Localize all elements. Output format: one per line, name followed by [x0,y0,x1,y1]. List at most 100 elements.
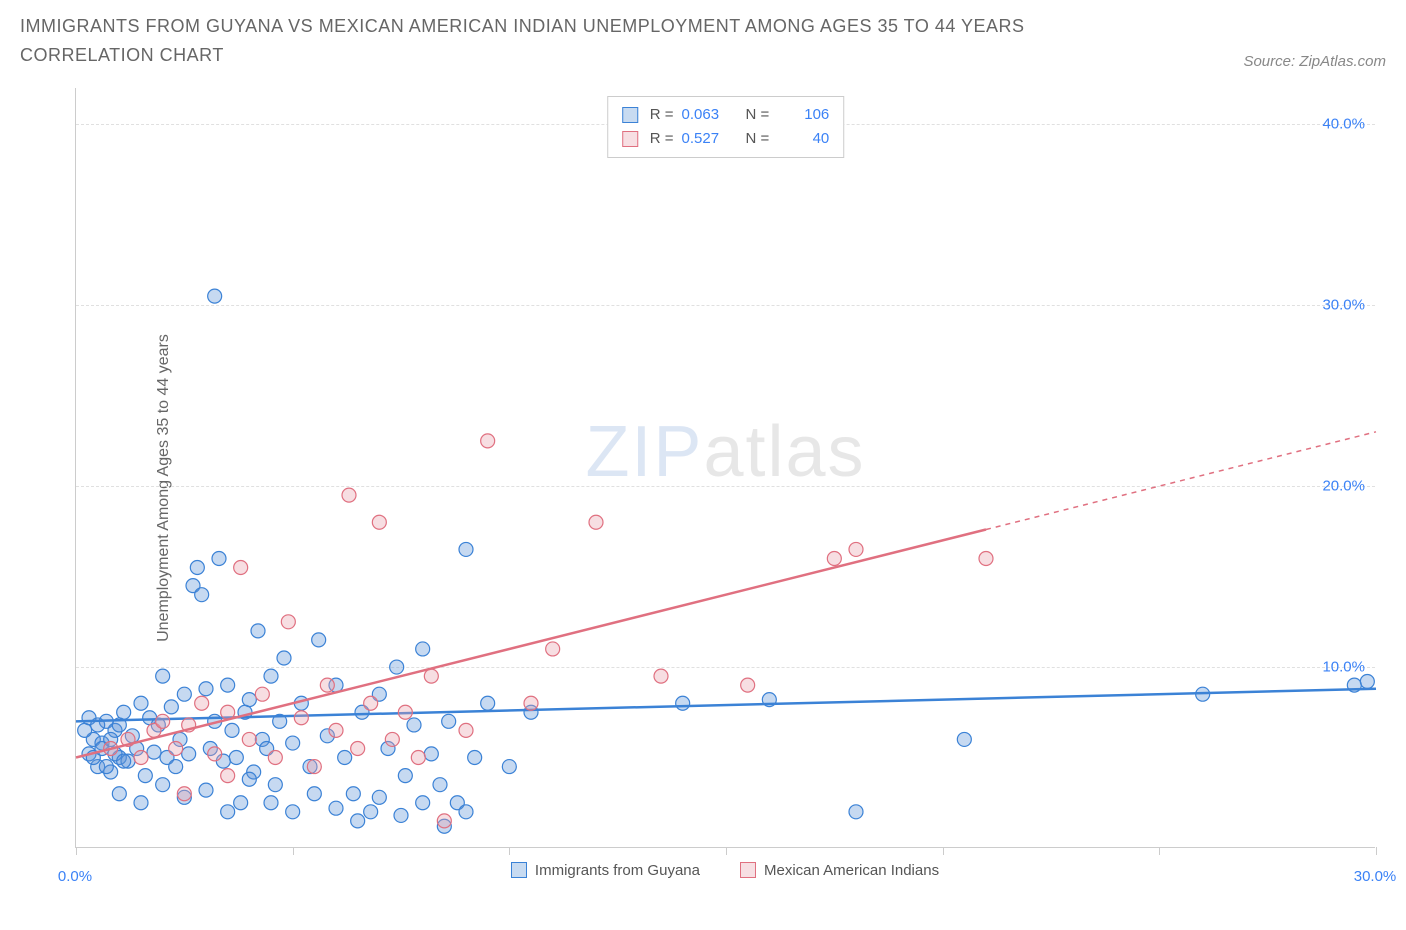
data-point [416,795,430,809]
data-point [468,750,482,764]
plot-area: 10.0%20.0%30.0%40.0% ZIPatlas R =0.063N … [75,88,1375,848]
chart-container: Unemployment Among Ages 35 to 44 years 1… [20,78,1390,898]
data-point [433,777,447,791]
data-point [312,632,326,646]
data-point [459,723,473,737]
stat-n-value: 40 [777,127,829,151]
data-point [199,783,213,797]
data-point [411,750,425,764]
data-point [99,759,113,773]
data-point [346,786,360,800]
data-point [208,746,222,760]
data-point [199,681,213,695]
data-point [134,795,148,809]
x-tick [1159,847,1160,855]
data-point [307,786,321,800]
data-point [112,786,126,800]
data-point [329,723,343,737]
data-point [117,754,131,768]
data-point [338,750,352,764]
data-point [546,642,560,656]
data-point [286,736,300,750]
x-tick [726,847,727,855]
data-point [364,696,378,710]
data-point [156,777,170,791]
data-point [221,804,235,818]
data-point [351,741,365,755]
data-point [741,678,755,692]
data-point [416,642,430,656]
data-point [385,732,399,746]
legend-stats-row: R =0.063N =106 [622,103,830,127]
data-point [78,723,92,737]
data-point [351,813,365,827]
legend-swatch [740,862,756,878]
legend-item: Immigrants from Guyana [511,862,700,879]
data-point [849,804,863,818]
data-point [481,433,495,447]
data-point [459,542,473,556]
data-point [394,808,408,822]
legend-label: Immigrants from Guyana [535,862,700,879]
trend-line [76,529,986,757]
stat-n-label: N = [746,103,770,127]
data-point [502,759,516,773]
data-point [342,488,356,502]
data-point [156,669,170,683]
data-point [177,786,191,800]
legend-swatch [622,107,638,123]
data-point [264,669,278,683]
x-tick-label: 30.0% [1354,868,1397,885]
data-point [138,768,152,782]
chart-title: IMMIGRANTS FROM GUYANA VS MEXICAN AMERIC… [20,12,1120,70]
legend-stats-row: R =0.527N =40 [622,127,830,151]
legend-bottom: Immigrants from Guyana Mexican American I… [75,862,1375,879]
data-point [169,759,183,773]
legend-swatch [511,862,527,878]
data-point [190,560,204,574]
data-point [407,718,421,732]
data-point [329,801,343,815]
data-point [437,813,451,827]
trend-line [76,688,1376,721]
data-point [264,795,278,809]
data-point [654,669,668,683]
x-tick [293,847,294,855]
data-point [234,795,248,809]
data-point [117,705,131,719]
data-point [459,804,473,818]
data-point [398,768,412,782]
data-point [242,692,256,706]
data-point [242,732,256,746]
data-point [277,651,291,665]
data-point [182,746,196,760]
trend-line-dashed [986,431,1376,529]
data-point [234,560,248,574]
legend-label: Mexican American Indians [764,862,939,879]
data-point [372,790,386,804]
data-point [424,669,438,683]
x-tick [943,847,944,855]
data-point [398,705,412,719]
x-tick-label: 0.0% [58,868,92,885]
x-tick [509,847,510,855]
data-point [169,741,183,755]
data-point [281,614,295,628]
data-point [221,768,235,782]
stat-r-value: 0.063 [682,103,734,127]
stat-r-label: R = [650,103,674,127]
stat-r-label: R = [650,127,674,151]
data-point [242,772,256,786]
data-point [957,732,971,746]
data-point [225,723,239,737]
data-point [268,750,282,764]
legend-item: Mexican American Indians [740,862,939,879]
data-point [589,515,603,529]
data-point [268,777,282,791]
data-point [372,515,386,529]
data-point [177,687,191,701]
scatter-plot [76,88,1375,847]
data-point [134,696,148,710]
data-point [849,542,863,556]
data-point [294,710,308,724]
